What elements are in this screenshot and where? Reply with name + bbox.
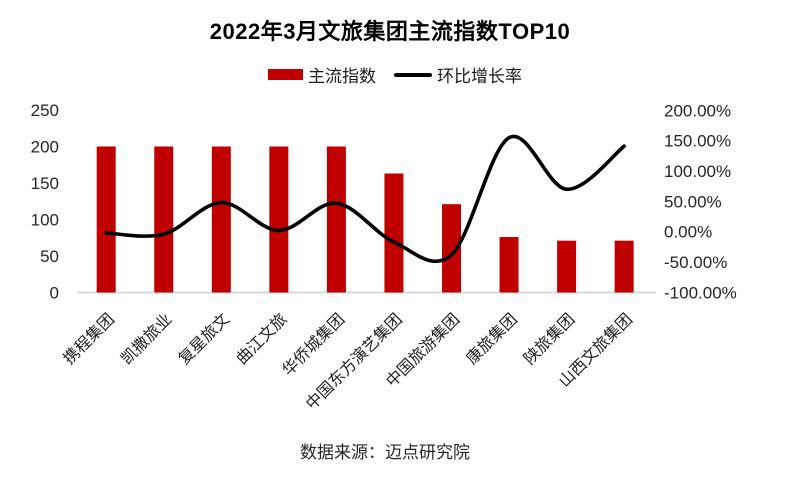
trend-line [104,134,626,263]
x-label-0: 携程集团 [60,310,118,368]
legend-item-bar: 主流指数 [268,62,376,87]
left-axis-tick-1: 50 [40,247,59,266]
bar-4 [326,146,346,293]
left-axis-tick-0: 0 [50,284,59,303]
source-note: 数据来源：迈点研究院 [300,443,470,462]
right-axis-tick-0: -100.00% [664,283,737,302]
right-axis-tick-6: 200.00% [664,101,731,120]
x-label-5: 中国东方演艺集团 [303,310,406,413]
legend-item-line: 环比增长率 [394,62,522,87]
bar-series-label: 主流指数 [308,67,376,86]
right-axis-tick-1: -50.00% [664,253,727,272]
bar-6 [442,204,461,293]
bar-9 [614,240,634,293]
left-axis-tick-2: 100 [31,211,59,230]
line-series-swatch [394,72,432,77]
right-axis-tick-2: 0.00% [664,223,712,242]
bar-3 [269,146,289,293]
bar-0 [96,146,116,293]
left-axis-tick-3: 150 [31,174,59,193]
bar-1 [154,146,174,293]
x-label-7: 康旅集团 [463,310,521,368]
x-label-3: 曲江文旅 [233,310,291,368]
bar-2 [211,146,231,293]
x-label-2: 复星旅文 [175,310,233,368]
bar-series-swatch [268,69,303,80]
bar-7 [499,237,519,293]
left-axis-tick-4: 200 [31,138,59,157]
bar-5 [384,173,404,293]
x-label-1: 凯撒旅业 [118,310,176,368]
right-axis-tick-3: 50.00% [664,192,722,211]
left-axis-tick-5: 250 [31,101,59,120]
legend: 主流指数 环比增长率 [0,62,790,87]
right-axis-tick-4: 100.00% [664,162,731,181]
bar-8 [557,240,577,293]
right-axis-tick-5: 150.00% [664,132,731,151]
x-axis-line [77,291,656,294]
x-label-8: 陕旅集团 [520,310,578,368]
line-series-label: 环比增长率 [437,67,522,86]
chart-title: 2022年3月文旅集团主流指数TOP10 [209,19,571,44]
